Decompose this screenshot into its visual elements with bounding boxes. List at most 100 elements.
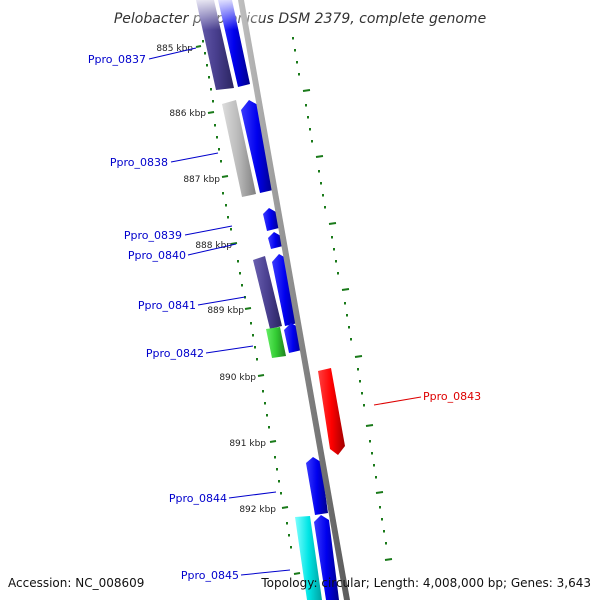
scale-tick: [331, 236, 333, 239]
scale-tick: [212, 100, 214, 103]
scale-tick: [359, 380, 361, 383]
scale-tick: [320, 182, 322, 185]
scale-tick: [318, 170, 320, 173]
scale-tick: [337, 272, 339, 275]
scale-tick: [371, 452, 373, 455]
gene-arrow-ppro0838: [241, 100, 273, 193]
scale-tick: [264, 402, 266, 405]
scale-tick: [290, 546, 292, 549]
scale-label: 891 kbp: [229, 439, 266, 449]
scale-tick: [276, 468, 278, 471]
scale-tick: [385, 542, 387, 545]
scale-tick: [204, 52, 206, 55]
scale-tick: [350, 338, 352, 341]
leader-ppro0838: [170, 152, 219, 163]
scale-tick: [225, 204, 227, 207]
scale-track-inner: [202, 40, 292, 549]
gene-label-ppro0844[interactable]: Ppro_0844: [169, 492, 227, 505]
cog-block-ppro0841: [253, 256, 282, 329]
topology-text: Topology: circular; Length: 4,008,000 bp…: [261, 576, 591, 590]
scale-label: 887 kbp: [183, 175, 220, 185]
scale-label: 889 kbp: [207, 306, 244, 316]
scale-tick: [294, 49, 296, 52]
scale-tick: [274, 456, 276, 459]
scale-tick: [361, 392, 363, 395]
major-tick: [302, 89, 311, 92]
scale-tick: [298, 73, 300, 76]
scale-tick: [373, 464, 375, 467]
leader-ppro0839: [184, 225, 233, 236]
scale-tick: [324, 206, 326, 209]
genome-backbone: [238, 0, 350, 600]
scale-tick: [280, 492, 282, 495]
scale-tick: [286, 522, 288, 525]
scale-tick: [222, 192, 224, 195]
major-tick: [328, 222, 337, 225]
major-tick: [230, 242, 238, 245]
scale-tick: [210, 88, 212, 91]
accession-text: Accession: NC_008609: [8, 576, 145, 590]
scale-tick: [216, 136, 218, 139]
scale-tick: [288, 534, 290, 537]
scale-tick: [383, 530, 385, 533]
leader-ppro0843: [373, 396, 422, 406]
major-tick: [195, 45, 202, 48]
top-fade: [190, 0, 260, 30]
scale-tick: [292, 37, 294, 40]
scale-tick: [214, 124, 216, 127]
scale-tick: [206, 64, 208, 67]
scale-tick: [218, 148, 220, 151]
scale-tick: [335, 260, 337, 263]
scale-tick: [363, 404, 365, 407]
gene-label-ppro0841[interactable]: Ppro_0841: [138, 299, 196, 312]
major-tick: [365, 424, 374, 427]
gene-label-ppro0840[interactable]: Ppro_0840: [128, 249, 186, 262]
scale-tick: [311, 140, 313, 143]
scale-tick: [208, 76, 210, 79]
gene-arrow-ppro0844: [306, 457, 328, 515]
gene-label-ppro0845[interactable]: Ppro_0845: [181, 569, 239, 582]
cog-block-ppro0842: [266, 327, 286, 358]
scale-tick: [307, 116, 309, 119]
scale-tick: [239, 272, 241, 275]
scale-label: 886 kbp: [169, 109, 206, 119]
scale-tick: [237, 260, 239, 263]
major-tick: [384, 558, 393, 561]
gene-label-ppro0838[interactable]: Ppro_0838: [110, 156, 168, 169]
major-tick: [244, 307, 252, 310]
scale-tick: [346, 314, 348, 317]
scale-tick: [305, 104, 307, 107]
scale-label: 885 kbp: [156, 44, 193, 54]
scale-tick: [268, 426, 270, 429]
major-tick: [269, 440, 277, 443]
scale-tick: [241, 284, 243, 287]
label-leaders: [148, 47, 422, 576]
major-tick: [375, 491, 384, 494]
major-tick: [315, 155, 324, 158]
gene-arrow-ppro0841: [272, 254, 298, 326]
scale-tick: [309, 128, 311, 131]
leader-ppro0841: [197, 296, 246, 306]
gene-label-ppro0842[interactable]: Ppro_0842: [146, 347, 204, 360]
gene-label-ppro0837[interactable]: Ppro_0837: [88, 53, 146, 66]
scale-track-inner-major: [195, 45, 301, 575]
major-tick: [257, 374, 265, 377]
scale-tick: [266, 414, 268, 417]
scale-track-outer: [292, 37, 387, 545]
leader-ppro0844: [228, 491, 277, 499]
forward-cds-track: [218, 0, 339, 600]
leader-ppro0845: [240, 569, 291, 576]
scale-tick: [254, 346, 256, 349]
scale-tick: [333, 248, 335, 251]
gene-label-ppro0839[interactable]: Ppro_0839: [124, 229, 182, 242]
scale-tick: [202, 40, 204, 43]
major-tick: [293, 572, 301, 575]
scale-track-outer-major: [302, 89, 393, 561]
leader-ppro0837: [148, 47, 197, 60]
gene-arrow-ppro0845: [314, 515, 339, 600]
scale-tick: [256, 358, 258, 361]
gene-label-ppro0843[interactable]: Ppro_0843: [423, 390, 481, 403]
leader-ppro0840: [187, 243, 237, 256]
scale-tick: [227, 216, 229, 219]
